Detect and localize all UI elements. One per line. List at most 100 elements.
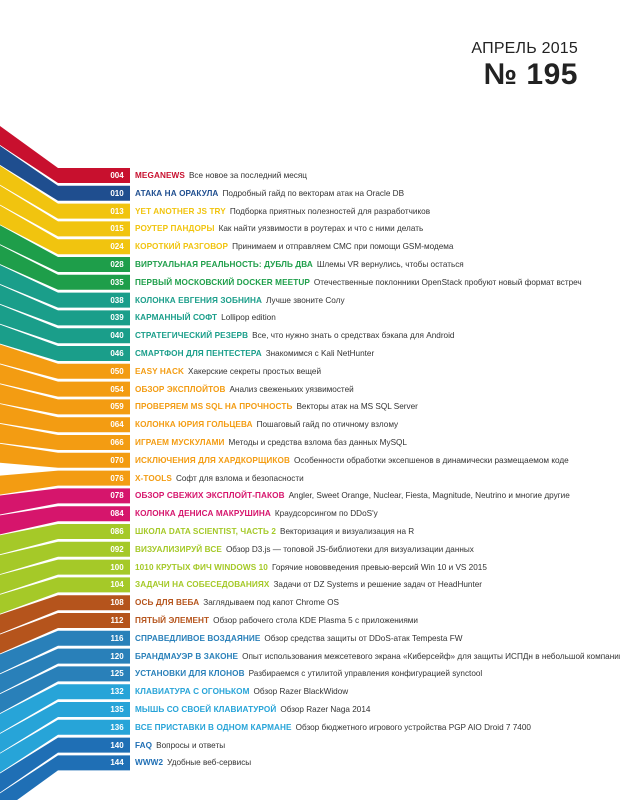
issue-month: АПРЕЛЬ 2015	[471, 40, 578, 57]
page-number: 112	[110, 616, 124, 625]
page-number: 125	[110, 669, 124, 679]
article-description: Горячие нововведения превью-версий Win 1…	[271, 562, 487, 572]
article-title: ШКОЛА DATA SCIENTIST, ЧАСТЬ 2	[135, 527, 276, 536]
page-number: 086	[110, 527, 124, 536]
toc-entry[interactable]: 116 СПРАВЕДЛИВОЕ ВОЗДАЯНИЕ Обзор средства …	[104, 631, 463, 646]
color-band	[0, 185, 130, 237]
toc-entry[interactable]: 015 РОУТЕР ПАНДОРЫ Как найти уязвимости в …	[104, 221, 423, 236]
color-band	[0, 165, 130, 219]
page-number: 039	[110, 313, 124, 323]
toc-entry[interactable]: 010 АТАКА НА ОРАКУЛА Подробный гайд по век…	[104, 186, 404, 201]
toc-entry[interactable]: 140 FAQ Вопросы и ответы	[104, 738, 225, 753]
toc-entry[interactable]: 046 СМАРТФОН ДЛЯ ПЕНТЕСТЕРА Знакомимся с K…	[104, 346, 374, 361]
article-title: БРАНДМАУЭР В ЗАКОНЕ	[135, 651, 239, 661]
toc-entry[interactable]: 028 ВИРТУАЛЬНАЯ РЕАЛЬНОСТЬ: ДУБЛЬ ДВА Шлем…	[104, 257, 464, 272]
article-title: ПЕРВЫЙ МОСКОВСКИЙ DOCKER MEETUP	[135, 277, 310, 287]
article-description: Подборка приятных полезностей для разраб…	[229, 206, 431, 216]
page-number: 100	[110, 562, 124, 572]
toc-entry[interactable]: 104 ЗАДАЧИ НА СОБЕСЕДОВАНИЯХ Задачи от DZ …	[104, 577, 482, 592]
toc-entry[interactable]: 120 БРАНДМАУЭР В ЗАКОНЕ Опыт использования…	[104, 649, 620, 664]
article-description: Шлемы VR вернулись, чтобы остаться	[316, 260, 464, 269]
article-description: Подробный гайд по векторам атак на Oracl…	[222, 188, 405, 198]
toc-entry[interactable]: 136 ВСЕ ПРИСТАВКИ В ОДНОМ КАРМАНЕ Обзор бю…	[104, 720, 531, 735]
toc-entry[interactable]: 024 КОРОТКИЙ РАЗГОВОР Принимаем и отправля…	[104, 239, 453, 254]
toc-entry[interactable]: 035 ПЕРВЫЙ МОСКОВСКИЙ DOCKER MEETUP Отечес…	[104, 275, 582, 290]
color-band	[0, 524, 130, 555]
color-band	[0, 737, 130, 793]
article-description: Обзор D3.js — топовой JS-библиотеки для …	[225, 544, 474, 554]
article-title: КАРМАННЫЙ СОФТ	[135, 313, 218, 323]
color-band	[0, 595, 130, 634]
toc-entry[interactable]: 125 УСТАНОВКИ ДЛЯ КЛОНОВ Разбираемся с ути…	[104, 666, 482, 681]
article-description: Знакомимся с Kali NetHunter	[265, 349, 375, 358]
color-band	[0, 443, 130, 468]
article-title: КОЛОНКА ДЕНИСА МАКРУШИНА	[135, 509, 271, 519]
toc-entry[interactable]: 004 MEGANEWS Все новое за последний месяц	[104, 168, 307, 183]
toc-entry[interactable]: 059 ПРОВЕРЯЕМ MS SQL НА ПРОЧНОСТЬ Векторы …	[104, 399, 418, 414]
color-band	[0, 404, 130, 433]
toc-entry[interactable]: 084 КОЛОНКА ДЕНИСА МАКРУШИНА Краудсорсинго…	[104, 506, 377, 521]
color-band	[0, 205, 130, 255]
toc-entry[interactable]: 066 ИГРАЕМ МУСКУЛАМИ Методы и средства взл…	[104, 435, 407, 450]
article-description: Все, что нужно знать о средствах бэкапа …	[252, 331, 455, 341]
color-band	[0, 506, 130, 535]
article-description: Отечественные поклонники OpenStack пробу…	[313, 277, 582, 287]
article-title: ВИРТУАЛЬНАЯ РЕАЛЬНОСТЬ: ДУБЛЬ ДВА	[135, 260, 313, 269]
article-title: СМАРТФОН ДЛЯ ПЕНТЕСТЕРА	[135, 349, 262, 358]
article-description: Обзор средства защиты от DDoS-атак Tempe…	[264, 633, 463, 643]
color-band	[0, 265, 130, 308]
toc-entry[interactable]: 013 YET ANOTHER JS TRY Подборка приятных п…	[104, 204, 430, 219]
article-description: Векторизация и визуализация на R	[280, 527, 415, 536]
toc-entry[interactable]: 135 МЫШЬ СО СВОЕЙ КЛАВИАТУРОЙ Обзор Razer …	[104, 702, 370, 717]
toc-entry[interactable]: 054 ОБЗОР ЭКСПЛОЙТОВ Анализ свеженьких уяз…	[104, 382, 353, 397]
color-band	[0, 384, 130, 415]
issue-number: № 195	[483, 58, 578, 91]
toc-entry[interactable]: 086 ШКОЛА DATA SCIENTIST, ЧАСТЬ 2 Векториз…	[104, 524, 414, 539]
toc-entry[interactable]: 038 КОЛОНКА ЕВГЕНИЯ ЗОБНИНА Лучше звоните …	[104, 293, 344, 308]
page-number: 004	[110, 171, 124, 180]
article-title: ВИЗУАЛИЗИРУЙ ВСЕ	[135, 544, 222, 554]
toc-entry[interactable]: 144 WWW2 Удобные веб-сервисы	[104, 755, 251, 770]
color-band	[0, 488, 130, 515]
color-band	[0, 470, 130, 495]
page-number: 135	[110, 705, 124, 714]
article-description: Angler, Sweet Orange, Nuclear, Fiesta, M…	[288, 491, 570, 501]
color-band	[0, 755, 130, 800]
toc-entry[interactable]: 039 КАРМАННЫЙ СОФТ Lollipop edition	[104, 310, 276, 325]
color-band	[0, 126, 130, 183]
toc-entry[interactable]: 108 ОСЬ ДЛЯ ВЕБА Заглядываем под капот Chr…	[104, 595, 339, 610]
toc-entry[interactable]: 112 ПЯТЫЙ ЭЛЕМЕНТ Обзор рабочего стола KDE…	[104, 613, 418, 628]
color-band	[0, 666, 130, 714]
article-description: Обзор рабочего стола KDE Plasma 5 с прил…	[213, 616, 418, 625]
toc-entry[interactable]: 132 КЛАВИАТУРА С ОГОНЬКОМ Обзор Razer Blac…	[104, 684, 348, 699]
article-title: YET ANOTHER JS TRY	[135, 206, 226, 216]
color-band	[0, 577, 130, 614]
article-description: Lollipop edition	[221, 313, 276, 323]
color-band	[0, 702, 130, 753]
page-number: 059	[110, 402, 124, 412]
page-number: 028	[110, 260, 124, 269]
article-description: Опыт использования межсетевого экрана «К…	[242, 651, 620, 661]
article-title: КОЛОНКА ЮРИЯ ГОЛЬЦЕВА	[135, 420, 253, 430]
toc-entry[interactable]: 070 ИСКЛЮЧЕНИЯ ДЛЯ ХАРДКОРЩИКОВ Особенност…	[104, 453, 568, 468]
page-number: 038	[110, 295, 124, 305]
toc-entry[interactable]: 078 ОБЗОР СВЕЖИХ ЭКСПЛОЙТ-ПАКОВ Angler, Sw…	[104, 488, 570, 503]
page-number: 120	[110, 651, 124, 661]
article-title: ОБЗОР ЭКСПЛОЙТОВ	[135, 384, 226, 394]
toc-entry[interactable]: 064 КОЛОНКА ЮРИЯ ГОЛЬЦЕВА Пошаговый гайд п…	[104, 417, 398, 432]
toc-entry[interactable]: 100 1010 КРУТЫХ ФИЧ WINDOWS 10 Горячие нов…	[104, 560, 487, 575]
toc-entry[interactable]: 092 ВИЗУАЛИЗИРУЙ ВСЕ Обзор D3.js — топовой…	[104, 542, 474, 557]
article-title: СПРАВЕДЛИВОЕ ВОЗДАЯНИЕ	[135, 633, 261, 643]
page-number: 132	[110, 687, 124, 697]
color-band	[0, 284, 130, 326]
toc-entry[interactable]: 040 СТРАТЕГИЧЕСКИЙ РЕЗЕРВ Все, что нужно з…	[104, 328, 454, 343]
color-band	[0, 145, 130, 201]
article-title: АТАКА НА ОРАКУЛА	[135, 188, 219, 198]
toc-entry[interactable]: 050 EASY HACK Хакерские секреты простых ве…	[104, 364, 321, 379]
page-number: 064	[110, 420, 124, 430]
toc-entry[interactable]: 076 X-TOOLS Софт для взлома и безопасности	[104, 471, 303, 486]
article-title: ИГРАЕМ МУСКУЛАМИ	[135, 438, 225, 447]
color-band	[0, 304, 130, 344]
page-number: 108	[110, 598, 124, 608]
